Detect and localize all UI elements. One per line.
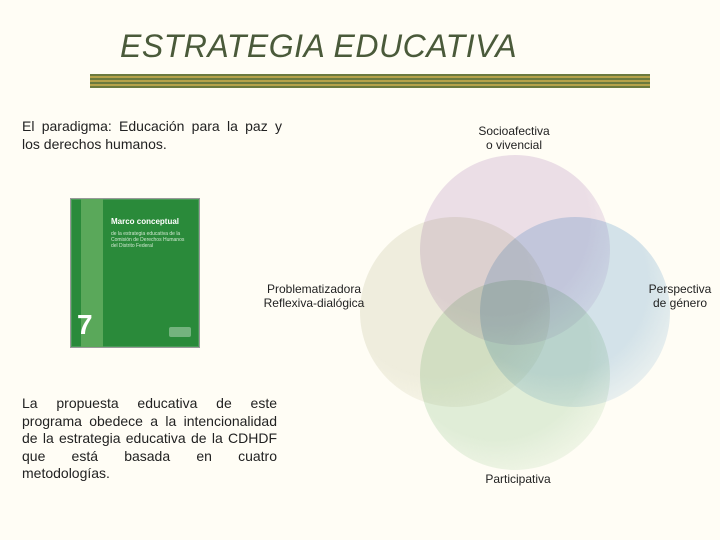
venn-circle-bottom xyxy=(420,280,610,470)
book-subtitle-text: de la estrategia educativa de la Comisió… xyxy=(111,231,191,249)
page-title: ESTRATEGIA EDUCATIVA xyxy=(120,28,517,65)
book-title-text: Marco conceptual xyxy=(111,217,179,226)
venn-label-top-line1: Socioafectiva xyxy=(478,124,549,138)
book-cover-thumbnail: Marco conceptual de la estrategia educat… xyxy=(70,198,200,348)
subtitle-text: El paradigma: Educación para la paz y lo… xyxy=(22,118,282,153)
book-logo-icon xyxy=(169,327,191,337)
venn-label-top-line2: o vivencial xyxy=(486,138,542,152)
title-underline-bar xyxy=(90,74,650,88)
body-paragraph: La propuesta educativa de este programa … xyxy=(22,395,277,483)
venn-diagram: Socioafectiva o vivencial Problematizado… xyxy=(310,125,720,505)
venn-label-right-line1: Perspectiva xyxy=(649,282,712,296)
venn-label-right: Perspectiva de género xyxy=(635,283,720,311)
venn-label-left: Problematizadora Reflexiva-dialógica xyxy=(254,283,374,311)
venn-label-bottom: Participativa xyxy=(458,473,578,487)
venn-label-left-line2: Reflexiva-dialógica xyxy=(264,296,365,310)
venn-label-right-line2: de género xyxy=(653,296,707,310)
venn-label-top: Socioafectiva o vivencial xyxy=(454,125,574,153)
venn-label-bottom-line1: Participativa xyxy=(485,472,550,486)
book-number: 7 xyxy=(77,309,93,341)
venn-label-left-line1: Problematizadora xyxy=(267,282,361,296)
